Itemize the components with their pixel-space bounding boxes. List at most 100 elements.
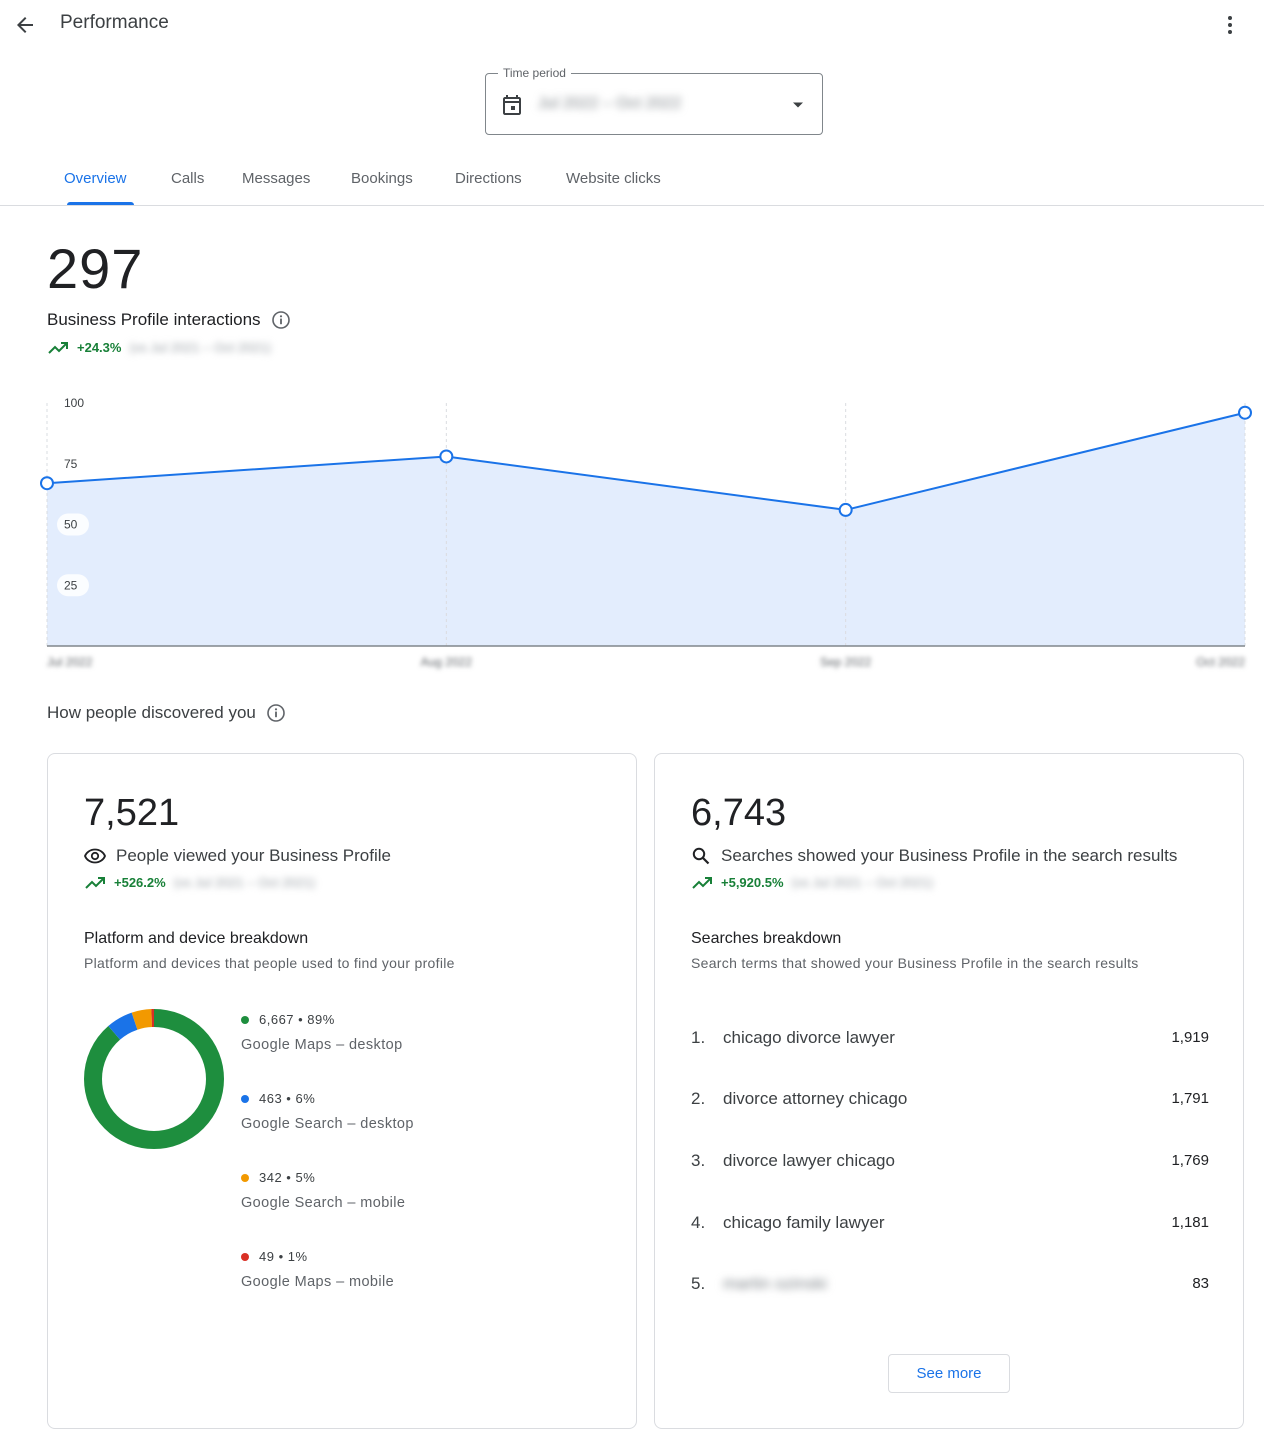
legend-name: Google Search – mobile	[241, 1195, 406, 1211]
trending-up-icon	[48, 341, 68, 354]
interactions-total: 297	[47, 237, 144, 300]
info-icon[interactable]	[266, 703, 286, 723]
y-tick-label: 75	[64, 457, 78, 471]
time-period-value: Jul 2022 – Oct 2022	[538, 95, 682, 112]
search-term-count: 1,919	[1171, 1029, 1209, 1046]
views-label: People viewed your Business Profile	[116, 846, 391, 865]
more-vert-icon	[1228, 16, 1232, 34]
search-term-count: 1,769	[1171, 1152, 1209, 1169]
interactions-trend: +24.3% (vs Jul 2021 – Oct 2021)	[47, 340, 271, 355]
tab-overview[interactable]: Overview	[64, 170, 127, 187]
search-term-rank: 3.	[691, 1151, 706, 1170]
chart-data-point[interactable]	[1238, 405, 1252, 420]
search-term-text: chicago divorce lawyer	[723, 1028, 895, 1047]
tab-messages[interactable]: Messages	[242, 170, 311, 187]
legend-name: Google Maps – desktop	[241, 1037, 403, 1053]
tab-website-clicks[interactable]: Website clicks	[566, 170, 661, 187]
x-tick-label: Sep 2022	[820, 655, 872, 669]
search-term-text: divorce lawyer chicago	[723, 1151, 895, 1170]
y-tick-label: 100	[64, 396, 84, 410]
donut-segment[interactable]	[84, 1009, 224, 1149]
searches-total: 6,743	[691, 792, 787, 834]
interactions-chart: 25 50 75 100 Jul 2022 Aug 2022 Sep 2022 Oct 202…	[40, 392, 1252, 669]
search-term-row: 1. chicago divorce lawyer 1,919	[691, 1024, 1209, 1054]
x-tick-label: Aug 2022	[421, 655, 473, 669]
y-tick-bg	[57, 452, 89, 475]
discovery-section-title: How people discovered you	[47, 703, 286, 723]
platform-breakdown-subtitle: Platform and devices that people used to…	[84, 955, 455, 971]
legend-dot	[241, 1015, 249, 1024]
interactions-change: +24.3%	[77, 340, 122, 355]
time-period-select[interactable]: Time period Jul 2022 – Oct 2022	[485, 66, 823, 135]
search-term-rank: 1.	[691, 1028, 706, 1047]
legend-value: 463 • 6%	[259, 1091, 316, 1106]
legend-value: 49 • 1%	[259, 1249, 308, 1264]
chart-data-point[interactable]	[439, 449, 454, 464]
legend-item-maps-desktop: 6,667 • 89% Google Maps – desktop	[241, 1012, 403, 1053]
x-tick-label: Oct 2022	[1196, 655, 1245, 669]
legend-item-search-desktop: 463 • 6% Google Search – desktop	[241, 1091, 414, 1132]
legend-name: Google Search – desktop	[241, 1116, 414, 1132]
interactions-comparison: (vs Jul 2021 – Oct 2021)	[129, 340, 272, 355]
discovery-title: How people discovered you	[47, 703, 256, 722]
legend-value: 6,667 • 89%	[259, 1012, 335, 1027]
legend-value: 342 • 5%	[259, 1170, 316, 1185]
chart-series-line	[46, 411, 1246, 511]
profile-views-card: 7,521 People viewed your Business Profil…	[47, 753, 637, 1429]
platform-donut-chart	[84, 1009, 224, 1149]
tab-calls[interactable]: Calls	[171, 170, 205, 187]
time-period-label: Time period	[498, 66, 571, 80]
eye-icon	[84, 848, 106, 864]
info-icon[interactable]	[271, 310, 291, 330]
legend-dot	[241, 1173, 249, 1182]
searches-label-row: Searches showed your Business Profile in…	[691, 846, 1177, 866]
x-tick-label: Jul 2022	[47, 655, 93, 669]
searches-trend: +5,920.5% (vs Jul 2021 – Oct 2021)	[691, 875, 933, 890]
search-term-count: 1,181	[1171, 1214, 1209, 1231]
back-button[interactable]	[10, 10, 40, 40]
active-tab-indicator	[67, 202, 134, 205]
interactions-label: Business Profile interactions	[47, 310, 261, 329]
search-term-row: 4. chicago family lawyer 1,181	[691, 1209, 1209, 1239]
searches-label: Searches showed your Business Profile in…	[721, 846, 1178, 865]
chart-data-point[interactable]	[838, 502, 853, 517]
y-tick-bg	[57, 513, 89, 536]
more-options-button[interactable]	[1216, 10, 1244, 40]
legend-dot	[241, 1252, 249, 1261]
views-total: 7,521	[84, 792, 180, 834]
search-term-count: 1,791	[1171, 1090, 1209, 1107]
trending-up-icon	[692, 876, 712, 889]
search-term-rank: 5.	[691, 1274, 706, 1293]
search-term-row: 2. divorce attorney chicago 1,791	[691, 1085, 1209, 1115]
tab-directions[interactable]: Directions	[455, 170, 522, 187]
tab-bookings[interactable]: Bookings	[351, 170, 413, 187]
views-comparison: (vs Jul 2021 – Oct 2021)	[173, 875, 316, 890]
trending-up-icon	[85, 876, 105, 889]
y-tick-label: 50	[64, 518, 78, 532]
search-term-text: martin ozinski	[723, 1274, 827, 1293]
search-term-text: divorce attorney chicago	[723, 1089, 908, 1108]
calendar-icon	[503, 95, 521, 115]
searches-breakdown-subtitle: Search terms that showed your Business P…	[691, 955, 1139, 971]
y-tick-label: 25	[64, 578, 78, 592]
search-term-row: 5. martin ozinski 83	[691, 1270, 1209, 1300]
search-term-rank: 2.	[691, 1089, 706, 1108]
views-label-row: People viewed your Business Profile	[84, 846, 391, 866]
legend-dot	[241, 1094, 249, 1103]
arrow-back-icon	[17, 17, 33, 33]
y-tick-bg	[57, 392, 89, 414]
search-term-rank: 4.	[691, 1213, 706, 1232]
page-title: Performance	[60, 12, 169, 33]
interactions-label-row: Business Profile interactions	[47, 310, 291, 330]
donut-segment[interactable]	[84, 1009, 224, 1149]
searches-change: +5,920.5%	[721, 875, 784, 890]
dropdown-arrow-icon	[793, 102, 803, 108]
donut-segments	[84, 1009, 224, 1149]
chart-area-fill	[47, 412, 1245, 646]
search-term-count: 83	[1192, 1275, 1209, 1292]
chart-data-point[interactable]	[40, 476, 54, 491]
legend-item-maps-mobile: 49 • 1% Google Maps – mobile	[241, 1249, 394, 1290]
legend-name: Google Maps – mobile	[241, 1274, 395, 1290]
views-change: +526.2%	[114, 875, 166, 890]
see-more-button[interactable]: See more	[888, 1354, 1010, 1393]
